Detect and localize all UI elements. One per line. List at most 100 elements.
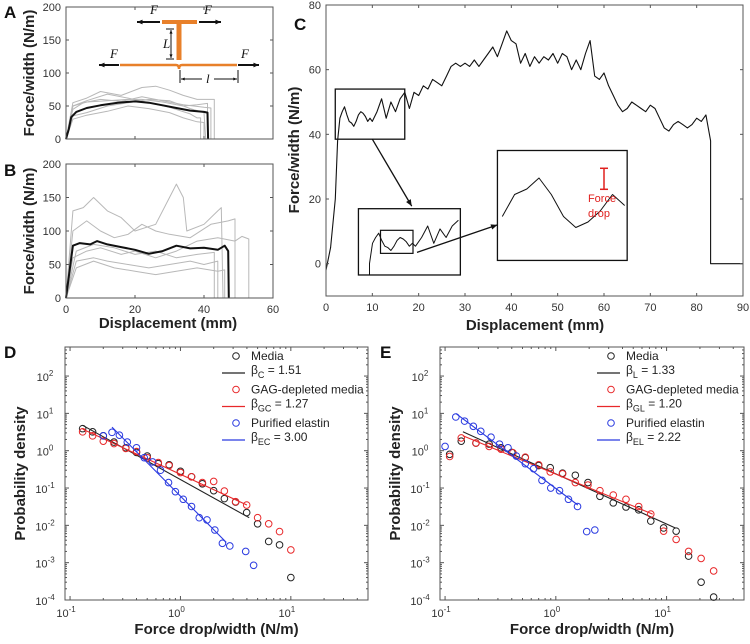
panel-b-chart: 0 20 40 60 0 50 100 150 200 Force/width (N/m) Disp…	[4, 159, 279, 332]
data-point	[108, 428, 116, 437]
force-label: F	[240, 46, 250, 61]
legend-marker	[607, 352, 615, 360]
y-tick-label: 10-3	[35, 556, 55, 571]
dimension-arrow-head	[181, 77, 185, 81]
fit-line	[462, 435, 653, 515]
dimension-arrow-head	[169, 30, 173, 34]
x-tick-label: 60	[267, 304, 279, 316]
fit-line	[455, 412, 579, 506]
y-tick-exponent: -4	[423, 593, 431, 602]
x-tick-exponent: -1	[69, 605, 77, 614]
x-tick-label: 20	[129, 304, 141, 316]
data-point	[476, 427, 485, 436]
fit-symbol: β	[251, 397, 258, 411]
panel-e-chart: 10-1 100 10110-410-310-210-1100101102Media…	[380, 343, 745, 638]
y-tick-label: 10-1	[410, 481, 430, 496]
individual-curve	[65, 218, 236, 299]
fit-value: = 2.22	[644, 430, 681, 444]
x-tick-label: 60	[598, 302, 610, 314]
data-point	[659, 524, 668, 532]
legend-marker	[232, 352, 240, 360]
y-tick-label: 50	[49, 260, 61, 272]
plot-frame	[65, 6, 274, 140]
legend-label: Purified elastin	[251, 416, 330, 430]
y-tick-exponent: 2	[49, 369, 54, 378]
data-point	[445, 450, 454, 459]
x-tick-label: 10-1	[431, 605, 451, 620]
data-point	[546, 484, 555, 492]
y-tick-exponent: 0	[49, 444, 54, 453]
data-point	[697, 578, 705, 586]
data-point	[546, 468, 555, 476]
x-tick-label: 80	[691, 302, 703, 314]
stem-length-label: L	[162, 36, 170, 51]
x-tick-label: 30	[459, 302, 471, 314]
legend-fit-label: βEL = 2.22	[626, 430, 681, 447]
y-tick-label: 60	[309, 65, 321, 77]
x-tick-label: 0	[323, 302, 329, 314]
data-point	[253, 520, 262, 528]
y-tick-label: 0	[315, 259, 321, 271]
data-point	[187, 502, 196, 511]
legend-fit-label: βGL = 1.20	[626, 397, 682, 414]
fit-symbol: β	[626, 397, 633, 411]
panel-label: E	[380, 343, 391, 362]
legend-label: Media	[626, 349, 659, 363]
data-point	[555, 486, 564, 495]
y-tick-exponent: -1	[48, 481, 56, 490]
fit-value: = 1.51	[264, 363, 301, 377]
fit-line	[111, 426, 227, 543]
data-point	[445, 452, 454, 461]
data-point	[140, 453, 149, 462]
plot-frame	[325, 4, 744, 297]
fit-value: = 1.27	[271, 397, 308, 411]
legend-marker	[607, 385, 615, 394]
data-point	[591, 526, 599, 534]
data-point	[148, 458, 157, 466]
y-tick-label: 100	[43, 226, 61, 238]
data-point	[584, 478, 592, 487]
x-tick-label: 100	[543, 605, 560, 620]
x-tick-label: 50	[552, 302, 564, 314]
x-axis-label: Force drop/width (N/m)	[510, 621, 674, 638]
data-point	[275, 527, 284, 536]
data-point	[584, 481, 592, 489]
mean-curve	[65, 100, 210, 140]
series-purified-elastin	[441, 412, 599, 536]
data-point	[287, 546, 295, 554]
x-axis-label: Force drop/width (N/m)	[134, 621, 298, 638]
data-point	[460, 417, 469, 425]
dimension-arrow-head	[169, 54, 173, 58]
series-media	[445, 431, 718, 601]
individual-curve	[65, 257, 219, 299]
data-point	[88, 432, 97, 440]
y-tick-label: 10-1	[35, 481, 55, 496]
x-tick-label: 20	[413, 302, 425, 314]
y-axis-label: Force/width (N/m)	[286, 87, 303, 214]
data-point	[99, 437, 108, 445]
dimension-arrow-head	[233, 77, 237, 81]
data-point	[529, 464, 538, 473]
individual-curve	[65, 105, 205, 140]
force-curve	[325, 30, 743, 271]
y-tick-label: 20	[309, 194, 321, 206]
y-axis-label: Probability density	[12, 406, 29, 541]
data-point	[242, 501, 251, 509]
data-point	[264, 520, 273, 528]
y-tick-label: 100	[37, 444, 54, 459]
plot-frame	[65, 163, 274, 299]
panel-c-chart: 0 10 20 30 40 50 60 70 80 90 0 20 40 60 80 Force/width …	[286, 0, 749, 334]
data-point	[218, 539, 227, 548]
fit-value: = 1.33	[638, 363, 675, 377]
x-tick-exponent: 0	[180, 605, 185, 614]
y-tick-label: 10-2	[35, 518, 55, 533]
legend-fit-label: βEC = 3.00	[251, 430, 308, 447]
legend-label: Media	[251, 349, 284, 363]
force-drop-label: drop	[588, 208, 610, 220]
data-point	[209, 477, 218, 486]
legend-marker	[607, 419, 615, 427]
x-tick-exponent: -1	[444, 605, 452, 614]
y-tick-exponent: -3	[48, 556, 56, 565]
y-tick-label: 10-2	[410, 518, 430, 533]
